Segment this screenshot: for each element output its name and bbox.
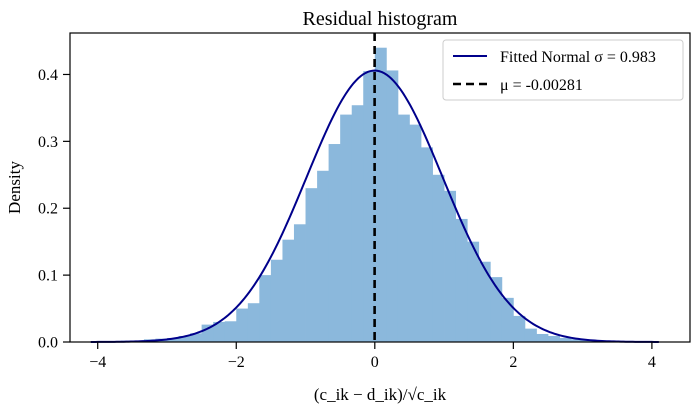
y-axis-ticks: 0.0 0.1 0.2 0.3 0.4	[38, 67, 70, 352]
y-axis-label: Density	[5, 161, 24, 214]
legend-label-mean: μ = -0.00281	[500, 77, 583, 94]
histogram-bar-12	[236, 308, 249, 342]
histogram-bar-11	[224, 321, 237, 342]
x-tick-label: −2	[228, 354, 245, 371]
histogram-bar-13	[247, 303, 260, 342]
fitted-normal-curve	[90, 69, 659, 343]
x-axis-label: (c_ik − d_ik)/√c_ik	[314, 385, 447, 404]
legend: Fitted Normal σ = 0.983 μ = -0.00281	[442, 39, 684, 101]
histogram-bar-30	[444, 190, 457, 342]
histogram-bar-21	[340, 114, 353, 342]
histogram-bar-32	[467, 241, 480, 342]
histogram-bar-38	[536, 333, 549, 342]
histogram-bar-24	[374, 47, 387, 343]
histogram-bar-10	[213, 321, 226, 342]
histogram-bar-20	[328, 144, 341, 342]
x-tick-label: −4	[89, 354, 106, 371]
legend-box	[442, 39, 684, 101]
histogram-bar-27	[409, 124, 422, 342]
histogram-bar-16	[282, 239, 295, 342]
y-tick-label: 0.4	[38, 67, 58, 84]
histogram-bar-41	[571, 339, 584, 342]
histogram-bar-14	[259, 275, 272, 342]
y-tick-label: 0.3	[38, 134, 58, 151]
histogram-bar-22	[351, 105, 364, 342]
histogram-bar-26	[397, 114, 410, 342]
histogram-bars	[97, 47, 618, 343]
histogram-bar-23	[363, 71, 376, 343]
x-axis-ticks: −4 −2 0 2 4	[89, 342, 656, 371]
plot-frame	[69, 32, 691, 343]
histogram-bar-25	[386, 70, 399, 342]
histogram-bar-29	[432, 174, 445, 342]
y-tick-label: 0.1	[38, 268, 58, 285]
histogram-bar-39	[547, 335, 560, 342]
histogram-bar-37	[524, 328, 537, 342]
histogram-bar-15	[270, 259, 283, 342]
x-tick-label: 4	[648, 354, 656, 371]
histogram-bar-36	[513, 315, 526, 342]
x-tick-label: 2	[509, 354, 517, 371]
y-tick-label: 0.2	[38, 201, 58, 218]
legend-label-fitted-normal: Fitted Normal σ = 0.983	[500, 49, 656, 66]
histogram-bar-6	[166, 337, 179, 342]
x-tick-label: 0	[371, 354, 379, 371]
histogram-bar-17	[293, 224, 306, 342]
histogram-bar-35	[501, 297, 514, 342]
histogram-bar-19	[317, 170, 330, 342]
histogram-bar-9	[201, 324, 214, 342]
histogram-bar-34	[490, 277, 503, 342]
histogram-bar-7	[178, 335, 191, 342]
histogram-bar-18	[305, 188, 318, 342]
histogram-bar-8	[190, 333, 202, 342]
histogram-bar-31	[455, 218, 468, 342]
y-tick-label: 0.0	[38, 335, 58, 352]
histogram-bar-40	[559, 337, 572, 342]
histogram-bar-28	[421, 147, 433, 342]
chart-title: Residual histogram	[303, 8, 458, 30]
histogram-bar-33	[478, 261, 491, 342]
